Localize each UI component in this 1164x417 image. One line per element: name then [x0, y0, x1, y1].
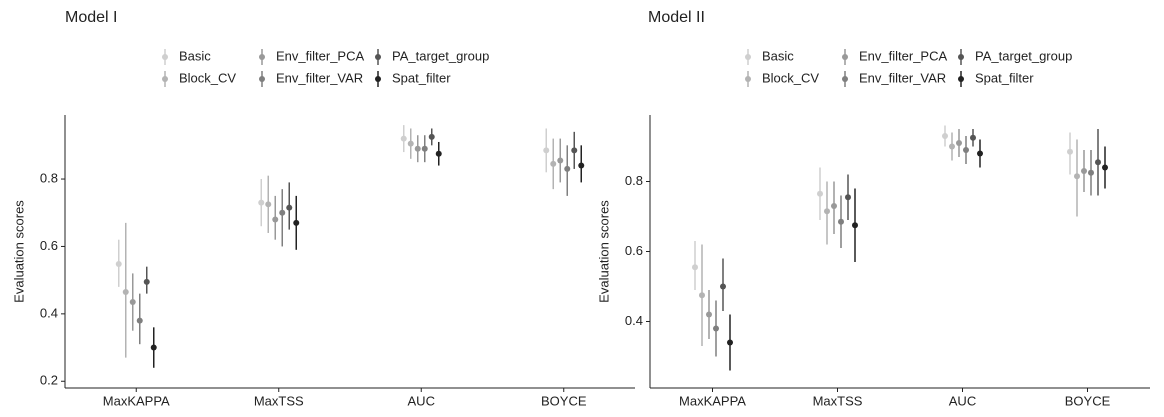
legend-key-point — [745, 54, 751, 60]
point — [699, 292, 705, 299]
legend-label: Env_filter_PCA — [859, 48, 947, 63]
point — [293, 219, 300, 226]
point — [115, 260, 122, 267]
legend-key-point — [958, 76, 964, 82]
point — [1088, 169, 1094, 176]
legend-label: Spat_filter — [975, 70, 1034, 85]
legend-key-point — [259, 54, 265, 60]
point — [286, 204, 293, 211]
point — [727, 339, 733, 346]
x-tick-label: MaxTSS — [813, 393, 863, 408]
point — [824, 208, 830, 215]
point — [1081, 168, 1087, 174]
point — [414, 145, 421, 152]
point — [543, 147, 550, 154]
point — [265, 201, 272, 208]
point — [407, 140, 414, 147]
x-tick-label: MaxKAPPA — [679, 393, 746, 408]
point — [428, 133, 435, 140]
legend-label: Env_filter_VAR — [859, 70, 946, 85]
point — [817, 190, 823, 197]
y-tick-label: 0.4 — [40, 305, 58, 320]
legend-label: Env_filter_PCA — [276, 48, 364, 63]
legend-key-point — [162, 54, 168, 60]
y-tick-label: 0.4 — [625, 313, 643, 328]
y-axis-title: Evaluation scores — [596, 200, 611, 303]
legend-key-point — [375, 54, 381, 60]
point — [400, 135, 407, 142]
x-tick-label: MaxTSS — [254, 393, 304, 408]
point — [838, 218, 844, 225]
point — [1102, 164, 1108, 171]
point — [571, 147, 578, 154]
point — [129, 299, 136, 306]
point — [977, 150, 983, 157]
point — [143, 278, 150, 285]
legend-label: Basic — [179, 48, 211, 63]
y-tick-label: 0.2 — [40, 373, 58, 388]
legend-label: Spat_filter — [392, 70, 451, 85]
point — [421, 145, 428, 152]
point — [852, 222, 858, 229]
legend-label: Block_CV — [179, 70, 236, 85]
legend-label: Block_CV — [762, 70, 819, 85]
y-tick-label: 0.6 — [625, 243, 643, 258]
x-tick-label: BOYCE — [541, 393, 587, 408]
legend-label: Env_filter_VAR — [276, 70, 363, 85]
point — [272, 216, 279, 223]
point — [942, 133, 948, 139]
point — [136, 317, 143, 324]
legend-key-point — [162, 76, 168, 82]
point — [1074, 173, 1080, 180]
legend-key-point — [745, 76, 751, 82]
point — [706, 311, 712, 318]
point — [564, 165, 571, 172]
y-tick-label: 0.8 — [40, 170, 58, 185]
point — [970, 134, 976, 141]
y-axis-title: Evaluation scores — [11, 200, 26, 303]
legend-key-point — [842, 76, 848, 82]
legend-key-point — [259, 76, 265, 82]
chart-title: Model II — [648, 9, 705, 26]
point — [956, 140, 962, 146]
point — [550, 160, 557, 167]
chart-title: Model I — [65, 9, 117, 26]
point — [122, 288, 129, 295]
point — [692, 264, 698, 271]
y-tick-label: 0.8 — [625, 173, 643, 188]
x-tick-label: MaxKAPPA — [103, 393, 170, 408]
y-tick-label: 0.6 — [40, 238, 58, 253]
point — [1095, 159, 1101, 166]
point — [1067, 148, 1073, 155]
legend-key-point — [842, 54, 848, 60]
point — [435, 150, 442, 157]
point — [279, 209, 286, 216]
point — [557, 157, 564, 164]
point — [831, 203, 837, 209]
point — [150, 344, 157, 351]
point — [258, 199, 265, 206]
point — [949, 143, 955, 150]
legend-label: PA_target_group — [975, 48, 1072, 63]
x-tick-label: AUC — [949, 393, 976, 408]
legend-key-point — [375, 76, 381, 82]
legend-key-point — [958, 54, 964, 60]
x-tick-label: BOYCE — [1065, 393, 1111, 408]
legend-label: PA_target_group — [392, 48, 489, 63]
legend-label: Basic — [762, 48, 794, 63]
point — [578, 162, 585, 169]
point — [963, 147, 969, 153]
point — [845, 194, 851, 201]
point — [713, 325, 719, 332]
point — [720, 283, 726, 290]
x-tick-label: AUC — [408, 393, 435, 408]
